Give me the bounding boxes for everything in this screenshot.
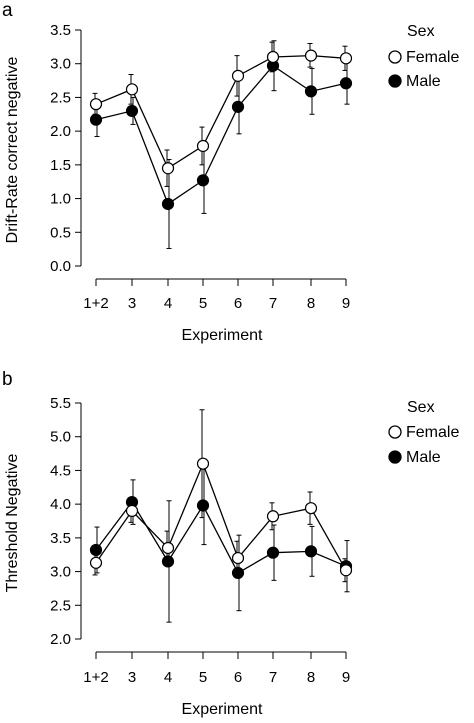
- x-tick-label: 8: [307, 669, 315, 686]
- data-point-male: [196, 499, 210, 512]
- x-tick-label: 3: [128, 669, 136, 686]
- x-tick-label: 1+2: [83, 669, 108, 686]
- data-point-male: [196, 174, 210, 187]
- data-point-male: [231, 566, 245, 580]
- x-axis-label: Experiment: [182, 327, 263, 344]
- data-point-male: [89, 113, 103, 126]
- data-point-male: [266, 546, 280, 559]
- y-tick-label: 2.5: [50, 89, 71, 106]
- y-tick-label: 4.0: [50, 496, 71, 513]
- data-point-male: [339, 77, 353, 90]
- data-point-female: [196, 457, 210, 470]
- y-tick-label: 5.0: [50, 429, 71, 446]
- x-tick-label: 9: [342, 669, 350, 686]
- data-point-female: [231, 69, 245, 82]
- y-tick-label: 3.0: [50, 564, 71, 581]
- legend-entry-male: Male: [406, 73, 441, 90]
- series-line-male: [95, 500, 347, 574]
- data-point-female: [339, 52, 353, 65]
- series-line-female: [95, 54, 347, 170]
- legend-entry-male: Male: [406, 449, 441, 466]
- y-tick-label: 2.0: [50, 631, 71, 648]
- data-point-female: [304, 502, 318, 515]
- chart-panel-a: a 0.0 0.5 1.0 1.5 2.0 2.5 3.0 3.5 Drift-Rate corr…: [2, 0, 459, 344]
- legend-title: Sex: [407, 399, 435, 416]
- series-line-male: [95, 64, 347, 205]
- x-tick-label: 6: [234, 295, 242, 312]
- legend-marker-female: [388, 425, 402, 439]
- data-point-female: [161, 162, 175, 175]
- y-tick-label: 1.0: [50, 191, 71, 208]
- data-point-male: [125, 104, 139, 118]
- data-point-female: [266, 510, 280, 523]
- series-line-female: [95, 461, 347, 571]
- data-point-female: [196, 139, 210, 153]
- legend-entry-female: Female: [406, 424, 459, 441]
- x-tick-label: 5: [199, 295, 207, 312]
- x-tick-label: 4: [164, 295, 172, 312]
- legend-title: Sex: [407, 23, 435, 40]
- y-tick-label: 2.5: [50, 597, 71, 614]
- panel-label: b: [2, 369, 13, 390]
- x-tick-label: 5: [199, 669, 207, 686]
- y-tick-label: 4.5: [50, 462, 71, 479]
- y-tick-label: 2.0: [50, 123, 71, 140]
- panel-label: a: [2, 0, 13, 21]
- x-tick-label: 9: [342, 295, 350, 312]
- y-tick-label: 1.5: [50, 157, 71, 174]
- y-tick-label: 0.5: [50, 224, 71, 241]
- data-point-female: [161, 541, 175, 555]
- legend-marker-male: [388, 74, 402, 88]
- x-tick-label: 4: [164, 669, 172, 686]
- y-axis-label: Threshold Negative: [4, 454, 21, 593]
- data-point-female: [89, 98, 103, 111]
- x-axis-label: Experiment: [182, 701, 263, 718]
- data-point-female: [125, 83, 139, 96]
- y-tick-label: 3.5: [50, 22, 71, 39]
- y-tick-label: 3.5: [50, 530, 71, 547]
- data-point-female: [89, 556, 103, 569]
- data-point-female: [125, 504, 139, 517]
- x-tick-label: 3: [128, 295, 136, 312]
- legend-marker-male: [388, 450, 402, 464]
- x-tick-label: 7: [269, 669, 277, 686]
- data-point-female: [231, 551, 245, 565]
- x-tick-label: 6: [234, 669, 242, 686]
- data-point-male: [161, 555, 175, 568]
- legend-marker-female: [388, 50, 402, 64]
- y-axis-label: Drift-Rate correct negative: [4, 57, 21, 244]
- data-point-male: [304, 85, 318, 98]
- y-tick-label: 0.0: [50, 258, 71, 275]
- data-point-female: [339, 564, 353, 577]
- y-tick-label: 3.0: [50, 56, 71, 73]
- x-tick-label: 1+2: [83, 295, 108, 312]
- y-tick-label: 5.5: [50, 395, 71, 412]
- data-point-female: [266, 50, 280, 64]
- data-point-male: [161, 197, 175, 211]
- chart-panel-b: b 2.0 2.5 3.0 3.5 4.0 4.5 5.0 5.5 Threshold Negat…: [2, 369, 459, 718]
- data-point-male: [89, 543, 103, 557]
- data-point-female: [304, 49, 318, 62]
- data-point-male: [304, 545, 318, 558]
- data-point-male: [231, 100, 245, 113]
- legend-entry-female: Female: [406, 49, 459, 66]
- x-tick-label: 8: [307, 295, 315, 312]
- x-tick-label: 7: [269, 295, 277, 312]
